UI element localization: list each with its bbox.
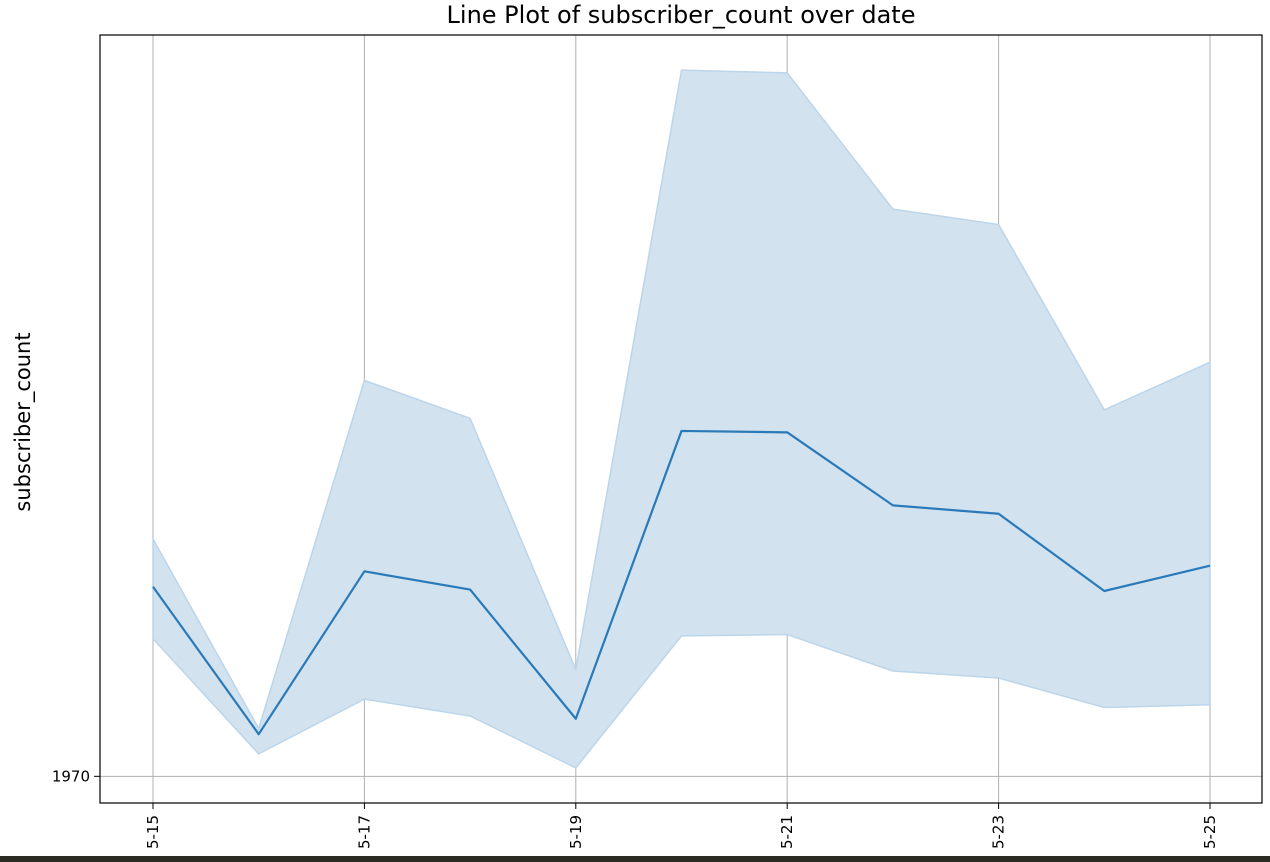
confidence-band [152,69,1211,769]
plot-area-border [99,34,1263,804]
chart-title: Line Plot of subscriber_count over date [447,1,916,29]
x-tick-label: 5-21 [778,815,796,849]
x-tick-label: 5-25 [1201,815,1219,849]
y-tick-label: 1970 [52,767,90,785]
confidence-band-layer [152,69,1211,769]
y-axis-label: subscriber_count [11,332,36,511]
series-line-layer [152,429,1211,736]
tick-layer: 5-15 5-17 5-19 5-21 5-23 5-25 1970 [52,767,1219,849]
bottom-edge-bar [0,856,1270,862]
x-tick-label: 5-17 [355,815,373,849]
x-tick-label: 5-19 [567,815,585,849]
x-tick-label: 5-15 [144,815,162,849]
x-tick-label: 5-23 [990,815,1008,849]
